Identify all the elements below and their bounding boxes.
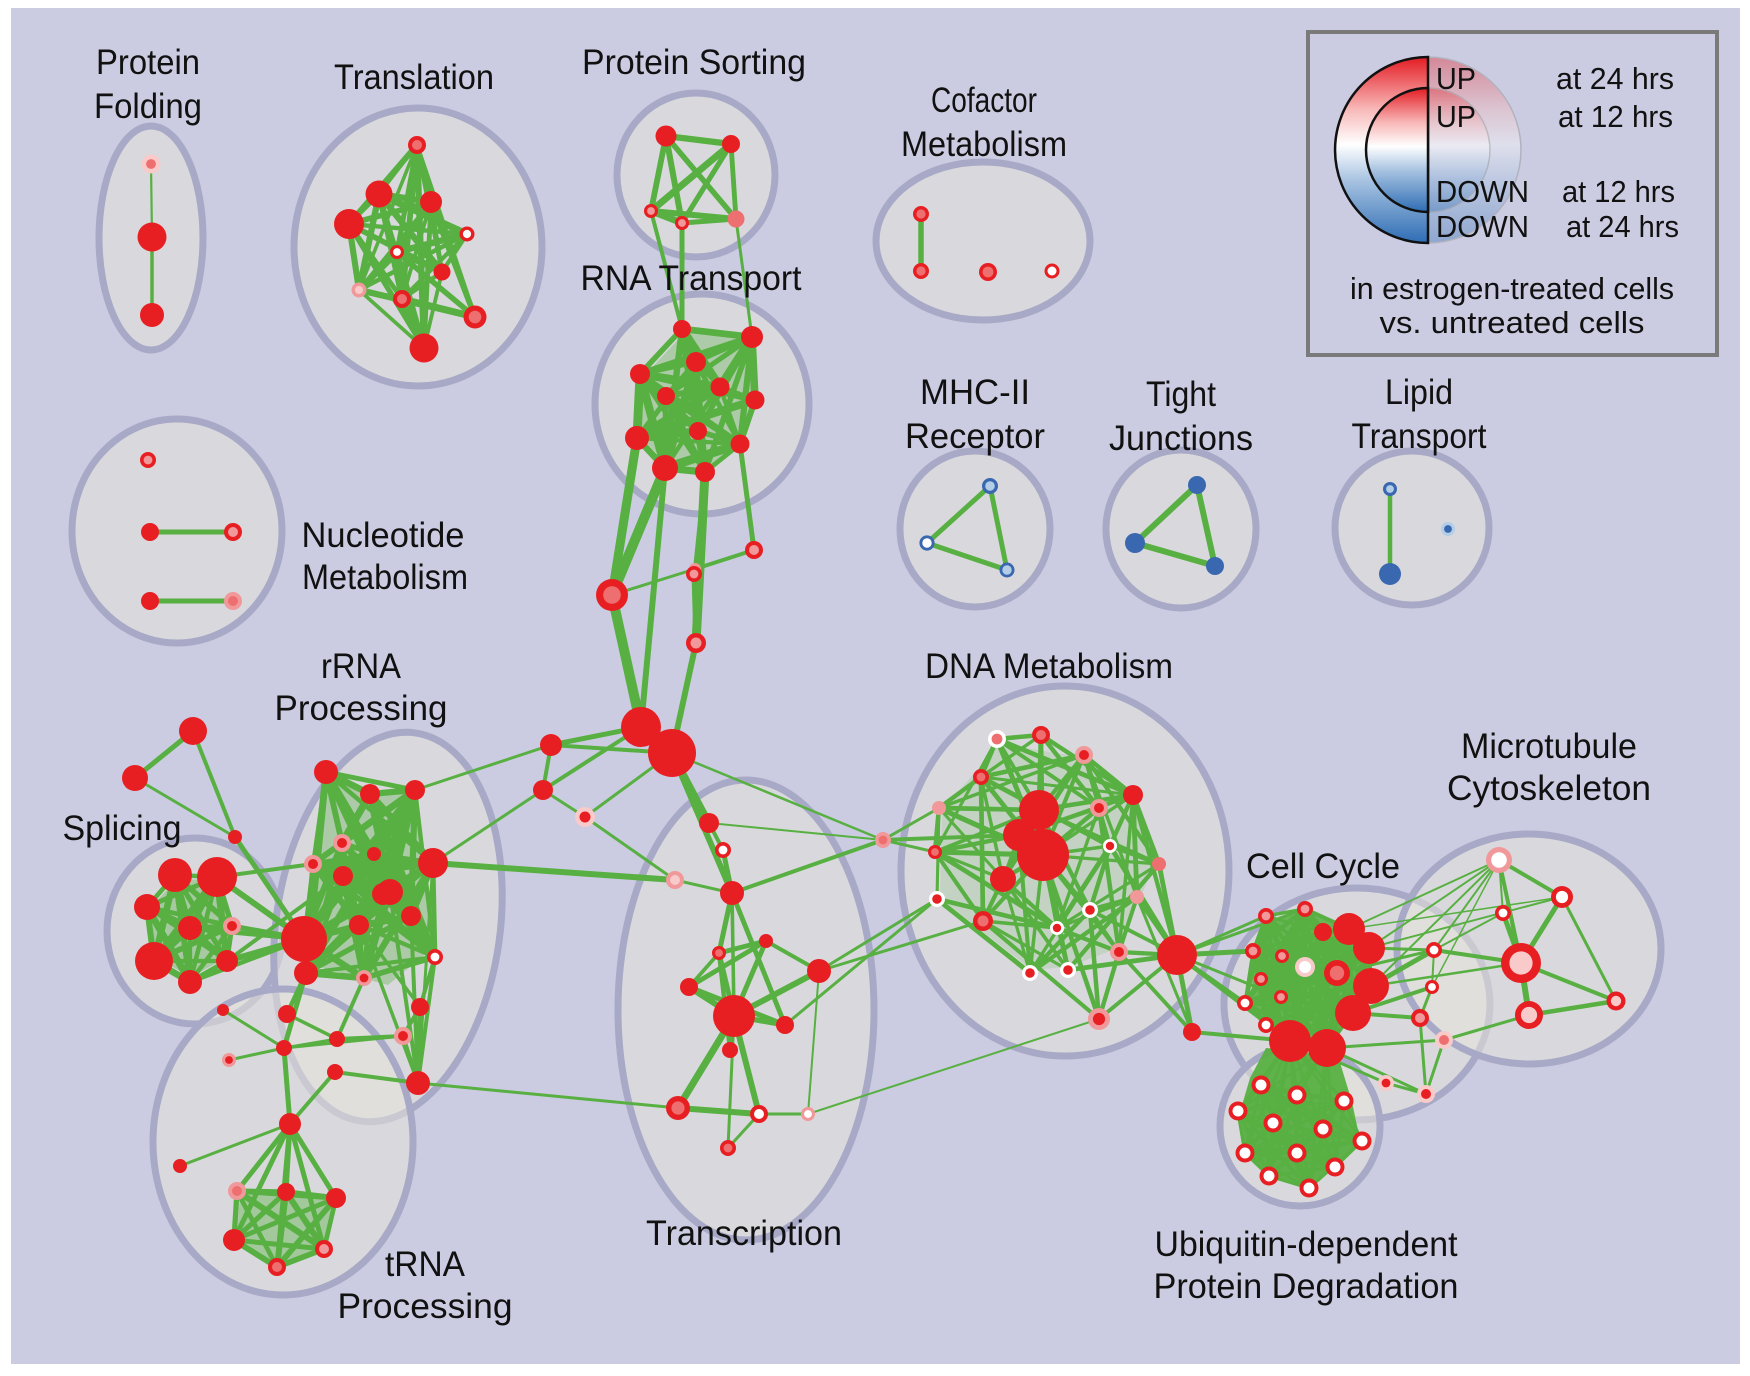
svg-text:Metabolism: Metabolism	[901, 125, 1067, 164]
svg-text:vs. untreated cells: vs. untreated cells	[1380, 305, 1645, 340]
svg-text:DOWN: DOWN	[1436, 174, 1529, 209]
svg-text:RNA Transport: RNA Transport	[581, 259, 802, 298]
svg-text:Protein Sorting: Protein Sorting	[582, 43, 806, 82]
svg-text:Processing: Processing	[338, 1287, 513, 1326]
svg-text:Cytoskeleton: Cytoskeleton	[1447, 769, 1651, 808]
svg-text:rRNA: rRNA	[321, 647, 402, 686]
svg-text:Metabolism: Metabolism	[302, 558, 468, 597]
svg-text:Translation: Translation	[334, 58, 494, 97]
svg-text:Protein Degradation: Protein Degradation	[1154, 1267, 1459, 1306]
svg-text:at 12 hrs: at 12 hrs	[1562, 174, 1675, 209]
svg-text:Ubiquitin-dependent: Ubiquitin-dependent	[1155, 1225, 1458, 1264]
svg-text:DOWN: DOWN	[1436, 209, 1529, 244]
svg-text:Transcription: Transcription	[646, 1214, 842, 1253]
svg-text:Lipid: Lipid	[1385, 373, 1453, 412]
svg-text:DNA Metabolism: DNA Metabolism	[925, 647, 1173, 686]
svg-text:Cell Cycle: Cell Cycle	[1246, 847, 1400, 886]
svg-text:Nucleotide: Nucleotide	[302, 516, 465, 555]
svg-text:Splicing: Splicing	[63, 809, 182, 848]
svg-text:at 24 hrs: at 24 hrs	[1566, 209, 1679, 244]
svg-text:Processing: Processing	[275, 689, 448, 728]
svg-text:Receptor: Receptor	[905, 417, 1045, 456]
svg-text:tRNA: tRNA	[385, 1245, 466, 1284]
svg-text:Microtubule: Microtubule	[1461, 727, 1637, 766]
svg-text:Junctions: Junctions	[1109, 419, 1253, 458]
svg-text:Tight: Tight	[1146, 375, 1216, 414]
svg-text:Folding: Folding	[94, 87, 202, 126]
svg-text:Protein: Protein	[96, 43, 200, 82]
svg-text:Cofactor: Cofactor	[931, 81, 1037, 120]
svg-text:UP: UP	[1436, 61, 1476, 96]
svg-text:in estrogen-treated cells: in estrogen-treated cells	[1350, 271, 1674, 306]
svg-text:at 24 hrs: at 24 hrs	[1556, 61, 1674, 96]
svg-text:UP: UP	[1436, 99, 1476, 134]
svg-text:at 12 hrs: at 12 hrs	[1558, 99, 1673, 134]
svg-text:Transport: Transport	[1352, 417, 1487, 456]
svg-text:MHC-II: MHC-II	[920, 373, 1030, 412]
